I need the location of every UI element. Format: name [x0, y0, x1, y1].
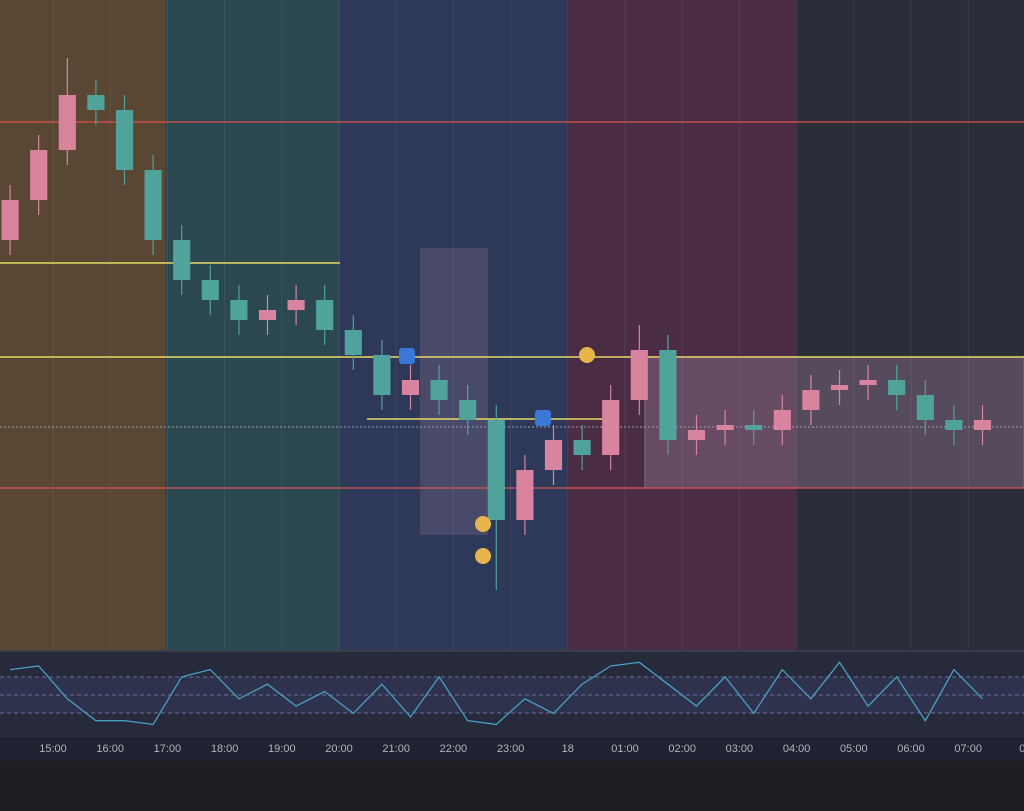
- session-band: [796, 0, 1024, 650]
- marker: [535, 410, 551, 426]
- zone-box: [420, 248, 488, 535]
- time-label: 04:00: [783, 743, 811, 755]
- time-axis: [0, 737, 1024, 761]
- candle-body: [287, 300, 305, 310]
- candle-body: [687, 430, 706, 440]
- time-label: 16:00: [96, 743, 124, 755]
- marker: [579, 347, 595, 363]
- time-label: 03:00: [726, 743, 754, 755]
- candle-body: [573, 440, 591, 455]
- time-label: 06:00: [897, 743, 925, 755]
- candle-body: [344, 330, 362, 355]
- candle-body: [830, 385, 849, 390]
- time-label: 18:00: [211, 743, 239, 755]
- candle-body: [316, 300, 334, 330]
- candle-body: [973, 420, 992, 430]
- session-band: [165, 0, 340, 650]
- candle-body: [745, 425, 763, 430]
- candle-body: [373, 355, 391, 395]
- candle-body: [659, 350, 677, 440]
- candle-body: [1, 200, 19, 240]
- time-label: 20:00: [325, 743, 353, 755]
- marker: [475, 516, 491, 532]
- time-label: 15:00: [39, 743, 67, 755]
- time-label: 07:00: [954, 743, 982, 755]
- candle-body: [802, 390, 820, 410]
- candle-body: [87, 95, 105, 110]
- candle-body: [401, 380, 420, 395]
- candle-body: [459, 400, 477, 420]
- candle-body: [773, 410, 791, 430]
- separator: [0, 650, 1024, 652]
- session-band: [340, 0, 568, 650]
- time-axis-labels: 15:00 16:00 17:00 18:00 19:00 20:00 21:00 22:00…: [39, 743, 1024, 755]
- candle-body: [144, 170, 162, 240]
- time-label: 22:00: [440, 743, 468, 755]
- time-label: 19:00: [268, 743, 296, 755]
- candle-body: [30, 150, 48, 200]
- candles: [1, 58, 992, 590]
- candle-body: [201, 280, 219, 300]
- candle-body: [230, 300, 248, 320]
- time-label: 23:00: [497, 743, 525, 755]
- candle-body: [945, 420, 963, 430]
- candle-body: [630, 350, 648, 400]
- time-label: 05:00: [840, 743, 868, 755]
- candle-body: [487, 420, 505, 520]
- session-band: [568, 0, 796, 650]
- range-box: [644, 356, 1024, 489]
- time-label: 17:00: [154, 743, 182, 755]
- candle-body: [516, 470, 534, 520]
- marker: [475, 548, 491, 564]
- time-label: 01:00: [611, 743, 639, 755]
- time-label: 02:00: [668, 743, 696, 755]
- marker: [399, 348, 415, 364]
- grid: [52, 0, 969, 737]
- oscillator-line: [10, 661, 983, 726]
- candle-body: [258, 310, 277, 320]
- session-band: [0, 0, 165, 650]
- time-label: 08: [1019, 743, 1024, 755]
- candle-body: [430, 380, 448, 400]
- candle-body: [916, 395, 934, 420]
- time-label: 18: [562, 743, 574, 755]
- candle-body: [544, 440, 563, 470]
- candle-body: [859, 380, 877, 385]
- candle-body: [716, 425, 734, 430]
- candle-body: [173, 240, 191, 280]
- candle-body: [602, 400, 620, 455]
- candle-body: [115, 110, 134, 170]
- candle-body: [888, 380, 906, 395]
- time-label: 21:00: [382, 743, 410, 755]
- candle-body: [58, 95, 76, 150]
